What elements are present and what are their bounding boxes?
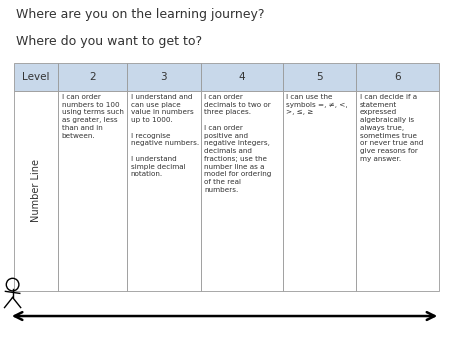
Text: Number Line: Number Line <box>31 160 41 222</box>
Bar <box>58 63 127 91</box>
Text: 3: 3 <box>161 72 167 82</box>
Bar <box>58 91 127 291</box>
Bar <box>201 91 283 291</box>
Text: Where are you on the learning journey?: Where are you on the learning journey? <box>16 8 264 21</box>
Text: 5: 5 <box>316 72 323 82</box>
Bar <box>127 63 201 91</box>
Text: 2: 2 <box>89 72 96 82</box>
Text: Level: Level <box>22 72 50 82</box>
Bar <box>201 63 283 91</box>
Bar <box>356 63 439 91</box>
Text: I can order
decimals to two or
three places.

I can order
positive and
negative : I can order decimals to two or three pla… <box>204 94 271 193</box>
Bar <box>14 91 58 291</box>
Text: I can order
numbers to 100
using terms such
as greater, less
than and in
between: I can order numbers to 100 using terms s… <box>62 94 123 139</box>
Bar <box>356 91 439 291</box>
Text: 6: 6 <box>394 72 401 82</box>
Bar <box>283 91 356 291</box>
Text: I can decide if a
statement
expressed
algebraically is
always true,
sometimes tr: I can decide if a statement expressed al… <box>360 94 423 162</box>
Bar <box>127 91 201 291</box>
Bar <box>14 63 58 91</box>
Text: Where do you want to get to?: Where do you want to get to? <box>16 35 202 48</box>
Text: I can use the
symbols =, ≠, <,
>, ≤, ≥: I can use the symbols =, ≠, <, >, ≤, ≥ <box>287 94 348 116</box>
Bar <box>283 63 356 91</box>
Text: I understand and
can use place
value in numbers
up to 1000.

I recognise
negativ: I understand and can use place value in … <box>130 94 199 177</box>
Text: 4: 4 <box>238 72 245 82</box>
